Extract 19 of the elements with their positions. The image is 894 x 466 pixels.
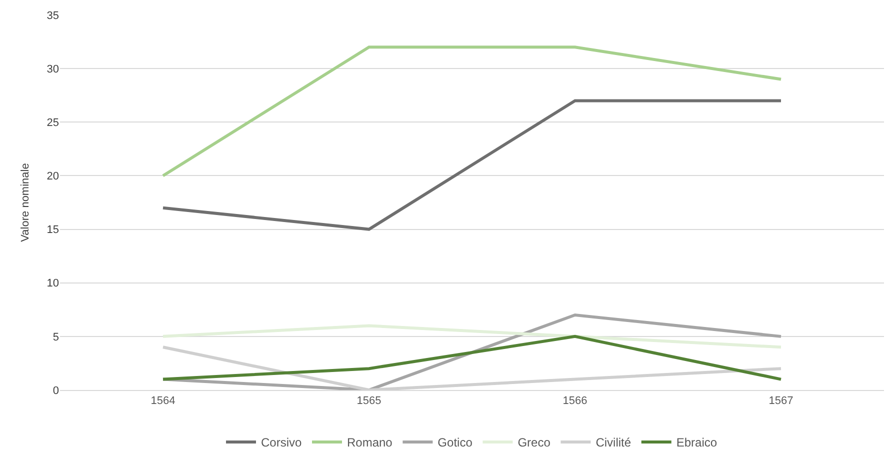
- y-tick-label: 15: [46, 224, 59, 236]
- legend-label: Corsivo: [261, 436, 302, 450]
- legend-label: Ebraico: [676, 436, 718, 450]
- legend-label: Gotico: [438, 436, 473, 450]
- x-tick-label: 1565: [356, 395, 382, 408]
- legend-label: Civilité: [596, 436, 632, 450]
- x-tick-label: 1564: [150, 395, 176, 408]
- legend-label: Greco: [518, 436, 551, 450]
- y-tick-label: 30: [46, 63, 59, 76]
- y-tick-label: 10: [46, 278, 59, 290]
- y-tick-label: 20: [46, 170, 59, 183]
- legend-label: Romano: [347, 436, 393, 450]
- y-tick-label: 35: [46, 10, 59, 22]
- y-tick-label: 5: [52, 331, 59, 344]
- x-tick-label: 1567: [768, 395, 794, 408]
- y-tick-label: 0: [52, 384, 59, 397]
- x-tick-label: 1566: [562, 395, 588, 408]
- y-axis-title: Valore nominale: [19, 163, 32, 242]
- y-tick-label: 25: [46, 116, 59, 129]
